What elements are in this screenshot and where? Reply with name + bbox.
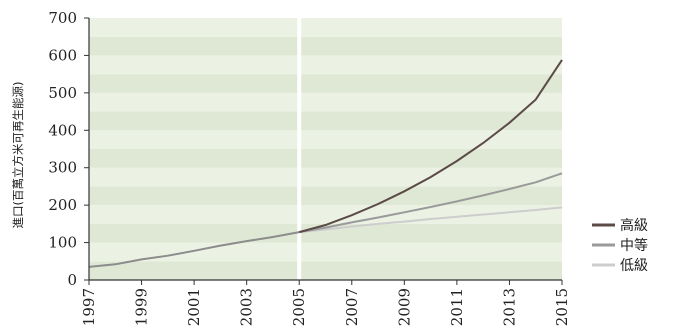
legend-label: 低級 [620,258,648,274]
series-line [298,59,563,234]
x-tick-label: 2005 [290,288,308,326]
legend-label: 中等 [620,237,648,254]
background-band [89,18,562,37]
background-band [89,205,562,224]
series-lines [88,59,563,268]
x-tick-label: 2009 [395,288,413,326]
series-line [299,206,563,234]
background-band [89,261,562,280]
background-band [89,92,562,112]
y-tick-label: 0 [67,271,77,289]
background-band [89,186,562,206]
y-tick-label: 200 [48,196,77,214]
legend-label: 高級 [620,217,648,234]
x-tick-label: 2003 [238,288,256,326]
series-line [299,172,563,234]
y-tick-label: 600 [48,46,77,64]
y-tick-label: 300 [48,159,77,177]
background-band [89,111,562,131]
y-tick-label: 400 [48,121,77,139]
y-axis-ticks: 0 100 200 300 400 500 600 700 [48,9,89,289]
background-band [89,36,562,56]
background-bands [89,18,562,280]
x-tick-label: 2015 [553,288,571,326]
y-tick-label: 700 [48,9,77,27]
background-band [89,55,562,75]
history-line [88,231,300,268]
background-band [89,149,562,168]
background-band [89,74,562,93]
y-tick-label: 500 [48,84,77,102]
y-axis-title: 進口(百萬立方米可再生能源) [11,82,25,229]
x-axis-ticks: 1997 1999 2001 2003 2005 2007 2009 2011 2013 2015 [80,280,571,326]
background-band [89,130,562,149]
background-band [89,242,562,262]
background-band [89,223,562,243]
x-tick-label: 2011 [448,288,466,326]
x-tick-label: 2007 [343,288,361,326]
x-tick-label: 2013 [500,288,518,326]
x-tick-label: 1999 [133,288,151,326]
x-tick-label: 2001 [185,288,203,326]
x-tick-label: 1997 [80,288,98,326]
y-tick-label: 100 [48,234,77,252]
background-band [89,167,562,187]
